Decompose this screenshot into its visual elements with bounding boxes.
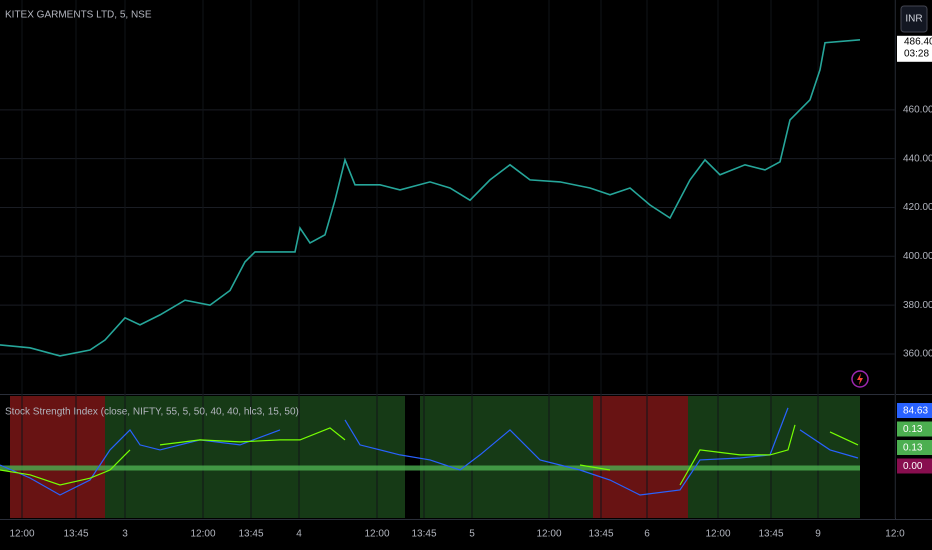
x-tick-label: 12:00 — [705, 529, 730, 540]
series-line — [829, 431, 859, 446]
x-tick-label: 13:45 — [758, 529, 783, 540]
last-price-box — [897, 35, 932, 62]
signal-region — [105, 396, 405, 518]
alert-bolt — [857, 373, 863, 385]
y-tick-label: 440.00 — [903, 153, 932, 164]
x-tick-label: 13:45 — [411, 529, 436, 540]
countdown-label: 03:28 — [904, 48, 929, 59]
symbol-title: KITEX GARMENTS LTD, 5, NSE — [5, 10, 152, 21]
y-tick-label: 400.00 — [903, 251, 932, 262]
series-line — [799, 429, 859, 459]
x-tick-label: 5 — [469, 529, 475, 540]
series-line — [579, 464, 611, 471]
x-tick-label: 12:00 — [536, 529, 561, 540]
x-tick-label: 13:45 — [588, 529, 613, 540]
series-line — [0, 39, 861, 357]
series-line — [679, 424, 796, 486]
series-line — [0, 449, 131, 486]
last-price-label: 486.40 — [904, 36, 932, 47]
y-tick-label: 380.00 — [903, 300, 932, 311]
value-tag — [897, 403, 932, 418]
x-tick-label: 3 — [122, 529, 128, 540]
x-tick-label: 12:00 — [364, 529, 389, 540]
y-tick-label: 360.00 — [903, 349, 932, 360]
signal-region — [593, 396, 688, 518]
y-tick-label: 420.00 — [903, 202, 932, 213]
signal-region — [10, 396, 105, 518]
x-tick-label: 9 — [815, 529, 821, 540]
indicator-title: Stock Strength Index (close, NIFTY, 55, … — [5, 407, 299, 418]
x-tick-label: 12:00 — [190, 529, 215, 540]
series-line — [0, 428, 281, 496]
x-tick-label: 12:0 — [885, 529, 905, 540]
series-line — [344, 407, 789, 496]
x-tick-label: 6 — [644, 529, 650, 540]
x-tick-label: 4 — [296, 529, 302, 540]
value-tag — [897, 421, 932, 437]
alert-icon[interactable] — [851, 370, 869, 388]
signal-region — [420, 396, 593, 518]
x-tick-label: 13:45 — [63, 529, 88, 540]
value-tag-label: 84.63 — [903, 406, 928, 417]
currency-button[interactable] — [900, 5, 928, 33]
value-tag-label: 0.13 — [903, 443, 923, 454]
series-line — [159, 427, 346, 446]
x-tick-label: 12:00 — [9, 529, 34, 540]
value-tag-label: 0.00 — [903, 461, 923, 472]
x-tick-label: 13:45 — [238, 529, 263, 540]
y-tick-label: 460.00 — [903, 104, 932, 115]
value-tag — [897, 440, 932, 455]
value-tag — [897, 458, 932, 474]
signal-region — [688, 396, 860, 518]
value-tag-label: 0.13 — [903, 424, 923, 435]
currency-label[interactable]: INR — [905, 14, 922, 25]
